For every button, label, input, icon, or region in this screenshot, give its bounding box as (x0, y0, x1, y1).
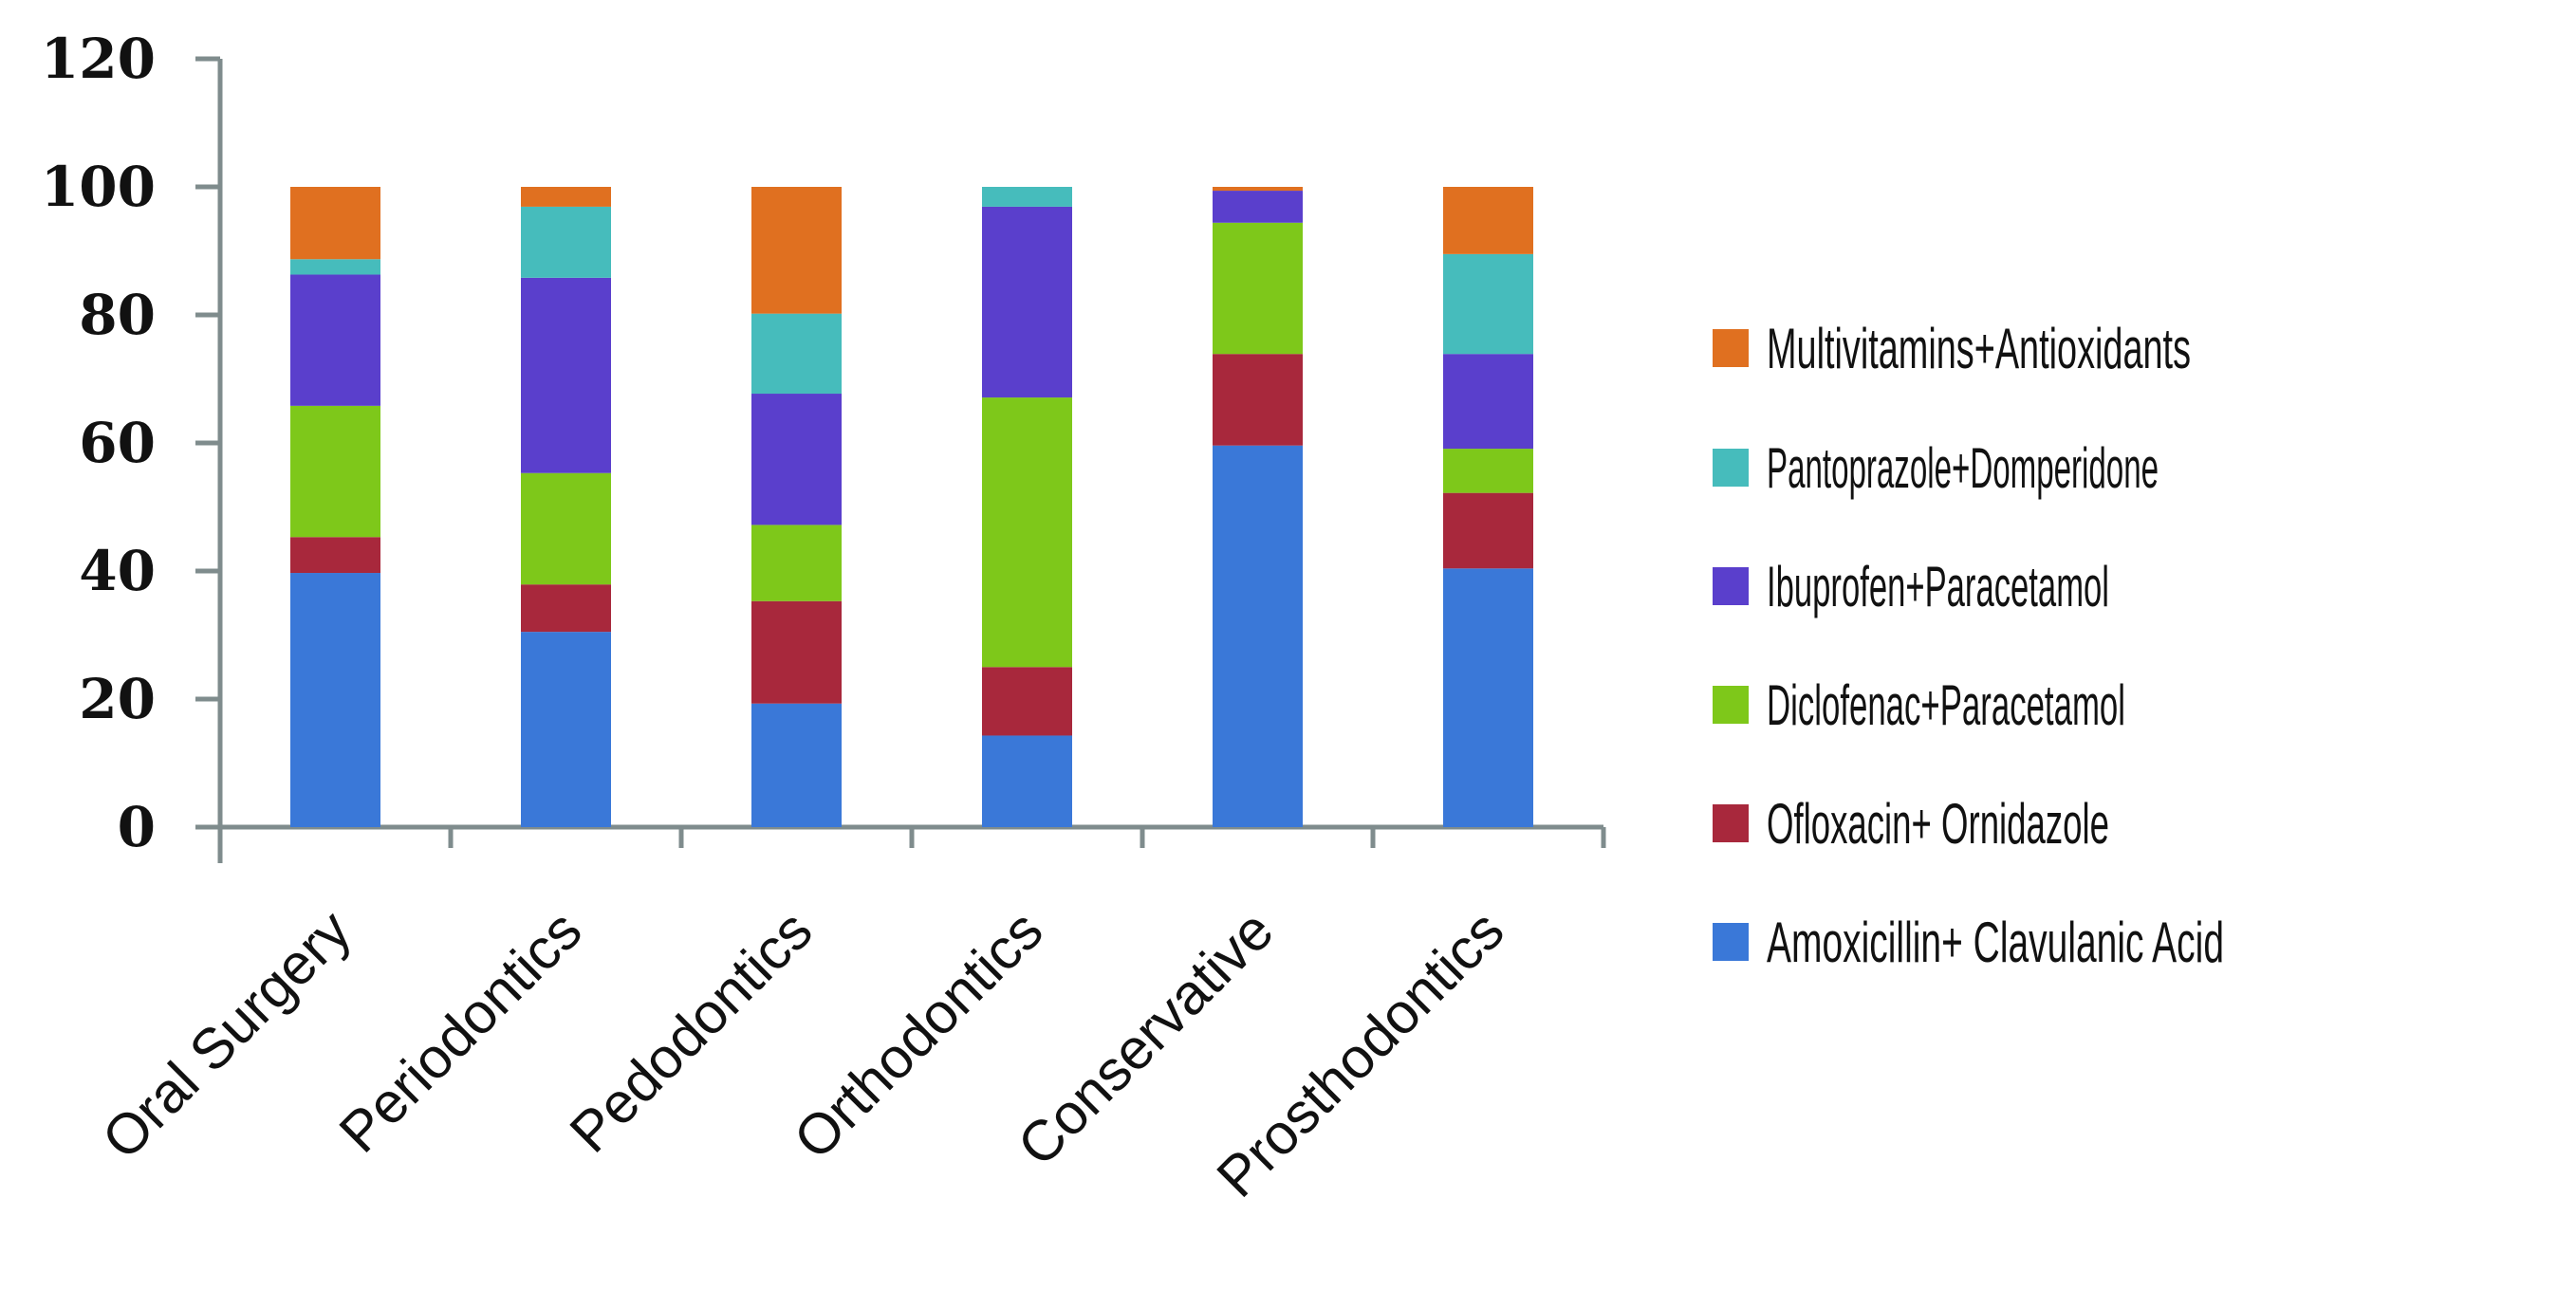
bar-segment (751, 187, 842, 314)
legend-item: Ibuprofen+Paracetamol (1713, 555, 2109, 618)
legend-swatch (1713, 329, 1749, 367)
bar-segment (1213, 191, 1303, 223)
bar-segment (521, 472, 611, 585)
bar-segment (751, 525, 842, 601)
bar-segment (1443, 253, 1533, 355)
legend-item: Multivitamins+Antioxidants (1713, 317, 2191, 380)
bar-segment (290, 405, 380, 538)
legend-swatch (1713, 923, 1749, 961)
bar-segment (290, 573, 380, 827)
legend-swatch (1713, 686, 1749, 724)
bar-segment (751, 394, 842, 525)
bar-segment (290, 259, 380, 275)
bar-segment (290, 537, 380, 574)
bar-segment (1443, 187, 1533, 254)
x-tick-label: Oral Surgery (90, 898, 363, 1171)
bar-segment (1443, 568, 1533, 827)
bar-segment (521, 632, 611, 827)
legend-item: Ofloxacin+ Ornidazole (1713, 792, 2109, 856)
bar-segment (751, 703, 842, 827)
legend: Multivitamins+Antioxidants Pantoprazole+D… (1713, 317, 2224, 974)
bar-segment (1213, 222, 1303, 355)
y-tick-label: 100 (41, 155, 156, 219)
legend-swatch (1713, 449, 1749, 487)
legend-label: Pantoprazole+Domperidone (1767, 436, 2159, 500)
bar-segment (1213, 354, 1303, 446)
x-tick-labels: Oral SurgeryPeriodonticsPedodonticsOrtho… (90, 898, 1516, 1209)
bar-stack-prosthodontics (1443, 187, 1533, 827)
bar-segment (290, 274, 380, 406)
bar-segment (982, 667, 1072, 736)
bar-stack-conservative (1213, 187, 1303, 827)
x-tick-label: Periodontics (327, 898, 594, 1165)
legend-item: Pantoprazole+Domperidone (1713, 436, 2159, 500)
bar-segment (521, 584, 611, 633)
y-tick-label: 40 (79, 539, 156, 603)
bar-segment (290, 187, 380, 260)
bar-segment (751, 313, 842, 395)
y-tick-label: 20 (79, 667, 156, 731)
bar-segment (521, 187, 611, 207)
bar-segment (982, 206, 1072, 398)
bar-segment (1213, 187, 1303, 192)
bar-segment (1443, 449, 1533, 493)
legend-item: Diclofenac+Paracetamol (1713, 673, 2125, 737)
bar-segment (521, 277, 611, 473)
y-tick-label: 80 (79, 283, 156, 347)
legend-label: Ofloxacin+ Ornidazole (1767, 792, 2109, 856)
bar-segment (982, 397, 1072, 668)
bar-segment (751, 600, 842, 704)
legend-label: Amoxicillin+ Clavulanic Acid (1767, 911, 2224, 974)
legend-label: Diclofenac+Paracetamol (1767, 673, 2125, 737)
bar-segment (521, 206, 611, 278)
y-tick-label: 0 (118, 795, 156, 859)
legend-label: Multivitamins+Antioxidants (1767, 317, 2191, 380)
bars (290, 187, 1533, 827)
bar-stack-periodontics (521, 187, 611, 827)
legend-swatch (1713, 567, 1749, 605)
legend-swatch (1713, 804, 1749, 842)
legend-label: Ibuprofen+Paracetamol (1767, 555, 2109, 618)
bar-stack-pedodontics (751, 187, 842, 827)
y-axis: 0 20 40 60 80 100 120 (41, 27, 223, 863)
y-tick-label: 120 (41, 27, 156, 91)
x-axis (195, 824, 1606, 848)
legend-item: Amoxicillin+ Clavulanic Acid (1713, 911, 2224, 974)
bar-stack-orthodontics (982, 187, 1072, 827)
bar-segment (1443, 492, 1533, 569)
y-tick-label: 60 (79, 411, 156, 475)
bar-segment (1443, 354, 1533, 450)
bar-segment (1213, 445, 1303, 827)
bar-segment (982, 735, 1072, 827)
bar-segment (982, 187, 1072, 207)
bar-stack-oral-surgery (290, 187, 380, 827)
